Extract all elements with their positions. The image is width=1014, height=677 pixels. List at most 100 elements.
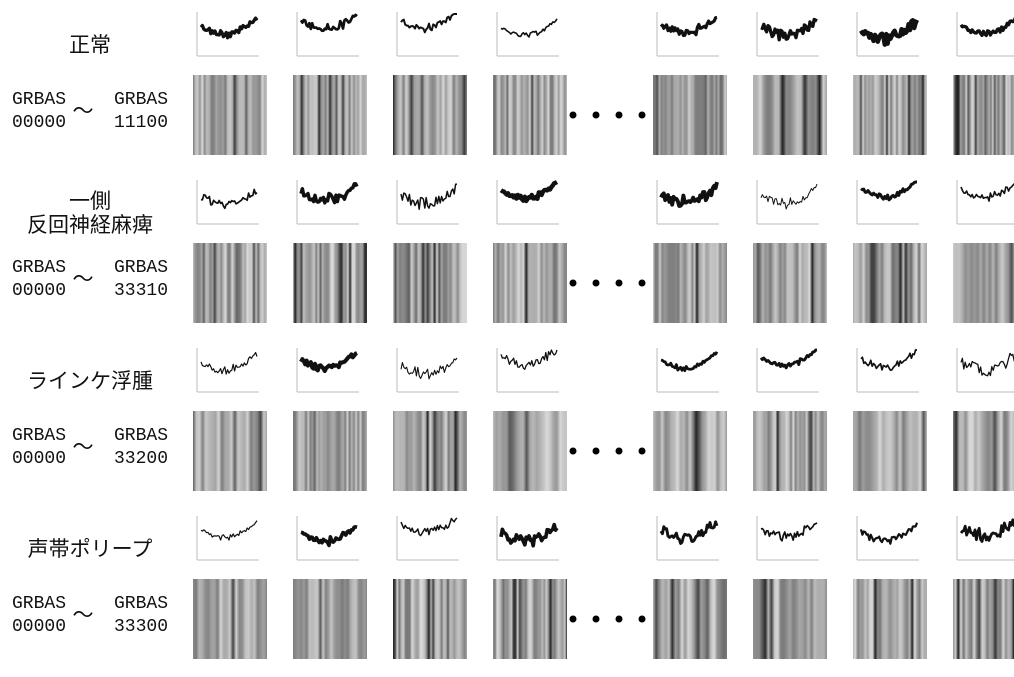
ellipsis-dot	[570, 280, 577, 287]
range-from-label: GRBAS	[12, 426, 66, 446]
ellipsis-dot	[570, 616, 577, 623]
ellipsis-dot	[570, 112, 577, 119]
range-to-code: 33300	[114, 617, 168, 637]
waveform-thumbnail	[661, 352, 717, 371]
spectrogram-thumbnail	[653, 411, 727, 491]
waveform-thumbnail	[501, 19, 557, 37]
waveform-thumbnail	[961, 182, 1014, 201]
waveform-thumbnail	[661, 522, 717, 544]
ellipsis-dot	[593, 112, 600, 119]
spectrogram-thumbnail	[853, 411, 927, 491]
spectrogram-thumbnail	[853, 243, 927, 323]
ellipsis-dot	[639, 448, 646, 455]
waveform-thumbnail	[201, 521, 257, 541]
range-from-code: 00000	[12, 449, 66, 469]
spectrogram-thumbnail	[953, 579, 1014, 659]
waveform-thumbnail	[961, 17, 1014, 36]
waveform-thumbnail	[961, 520, 1014, 542]
spectrogram-thumbnail	[293, 579, 367, 659]
waveform-thumbnail	[401, 184, 457, 209]
waveform-thumbnail	[761, 350, 817, 368]
range-separator: ～	[73, 99, 94, 123]
range-from-label: GRBAS	[12, 90, 66, 110]
waveform-thumbnail	[861, 350, 917, 370]
spectrogram-thumbnail	[193, 411, 267, 491]
range-separator: ～	[73, 267, 94, 291]
spectrogram-thumbnail	[393, 411, 467, 491]
spectrogram-thumbnail	[753, 579, 827, 659]
spectrogram-thumbnail	[653, 75, 727, 155]
waveform-thumbnail	[301, 15, 357, 31]
range-from-code: 00000	[12, 617, 66, 637]
ellipsis-dot	[639, 112, 646, 119]
spectrogram-thumbnail	[853, 579, 927, 659]
waveform-thumbnail	[761, 20, 817, 40]
range-to-label: GRBAS	[114, 594, 168, 614]
ellipsis-dot	[616, 616, 623, 623]
waveform-thumbnail	[501, 525, 557, 546]
group-label: 声帯ポリープ	[28, 537, 153, 561]
range-to-label: GRBAS	[114, 258, 168, 278]
spectrogram-thumbnail	[193, 579, 267, 659]
group-label: 反回神経麻痺	[27, 213, 153, 237]
ellipsis-dot	[616, 280, 623, 287]
waveform-thumbnail	[501, 350, 557, 369]
range-from-label: GRBAS	[12, 258, 66, 278]
range-from-label: GRBAS	[12, 594, 66, 614]
ellipsis-dot	[593, 448, 600, 455]
spectrogram-thumbnail	[493, 243, 567, 323]
range-to-code: 11100	[114, 113, 168, 133]
ellipsis-dot	[616, 112, 623, 119]
spectrogram-thumbnail	[393, 579, 467, 659]
waveform-thumbnail	[401, 14, 457, 32]
range-to-label: GRBAS	[114, 426, 168, 446]
group-label: 一側	[69, 189, 111, 213]
spectrogram-thumbnail	[393, 75, 467, 155]
spectrogram-thumbnail	[853, 75, 927, 155]
group-label: 正常	[69, 33, 111, 57]
spectrogram-thumbnail	[193, 75, 267, 155]
range-separator: ～	[73, 603, 94, 627]
range-to-code: 33310	[114, 281, 168, 301]
waveform-thumbnail	[401, 358, 457, 379]
waveform-thumbnail	[861, 20, 917, 45]
waveform-thumbnail	[301, 184, 357, 203]
spectrogram-thumbnail	[653, 243, 727, 323]
waveform-thumbnail	[861, 523, 917, 544]
range-separator: ～	[73, 435, 94, 459]
range-to-label: GRBAS	[114, 90, 168, 110]
spectrogram-thumbnail	[293, 411, 367, 491]
waveform-thumbnail	[301, 527, 357, 545]
ellipsis-dot	[593, 280, 600, 287]
waveform-thumbnail	[661, 17, 717, 35]
range-from-code: 00000	[12, 281, 66, 301]
ellipsis-dot	[570, 448, 577, 455]
spectrogram-thumbnail	[953, 243, 1014, 323]
waveform-thumbnail	[301, 353, 357, 371]
group-label: ラインケ浮腫	[27, 369, 153, 393]
waveform-thumbnail	[761, 184, 817, 209]
spectrogram-thumbnail	[493, 75, 567, 155]
spectrogram-thumbnail	[953, 75, 1014, 155]
ellipsis-dot	[639, 616, 646, 623]
waveform-thumbnail	[201, 353, 257, 375]
figure: 正常 GRBAS 00000 ～ GRBAS 11100 一側反回神経麻痺 GRBAS 0000…	[0, 0, 1014, 677]
spectrogram-thumbnail	[493, 579, 567, 659]
waveform-thumbnail	[661, 182, 717, 206]
spectrogram-thumbnail	[293, 243, 367, 323]
spectrogram-thumbnail	[493, 411, 567, 491]
ellipsis-dot	[593, 616, 600, 623]
spectrogram-thumbnail	[193, 243, 267, 323]
spectrogram-thumbnail	[753, 411, 827, 491]
waveform-thumbnail	[401, 518, 457, 536]
spectrogram-thumbnail	[653, 579, 727, 659]
waveform-thumbnail	[861, 182, 917, 200]
page: 正常 GRBAS 00000 ～ GRBAS 11100 一側反回神経麻痺 GRBAS 0000…	[0, 0, 1014, 677]
spectrogram-thumbnail	[293, 75, 367, 155]
waveform-thumbnail	[201, 18, 257, 38]
spectrogram-thumbnail	[393, 243, 467, 323]
ellipsis-dot	[639, 280, 646, 287]
spectrogram-thumbnail	[953, 411, 1014, 491]
waveform-thumbnail	[961, 350, 1014, 376]
waveform-thumbnail	[201, 190, 257, 209]
